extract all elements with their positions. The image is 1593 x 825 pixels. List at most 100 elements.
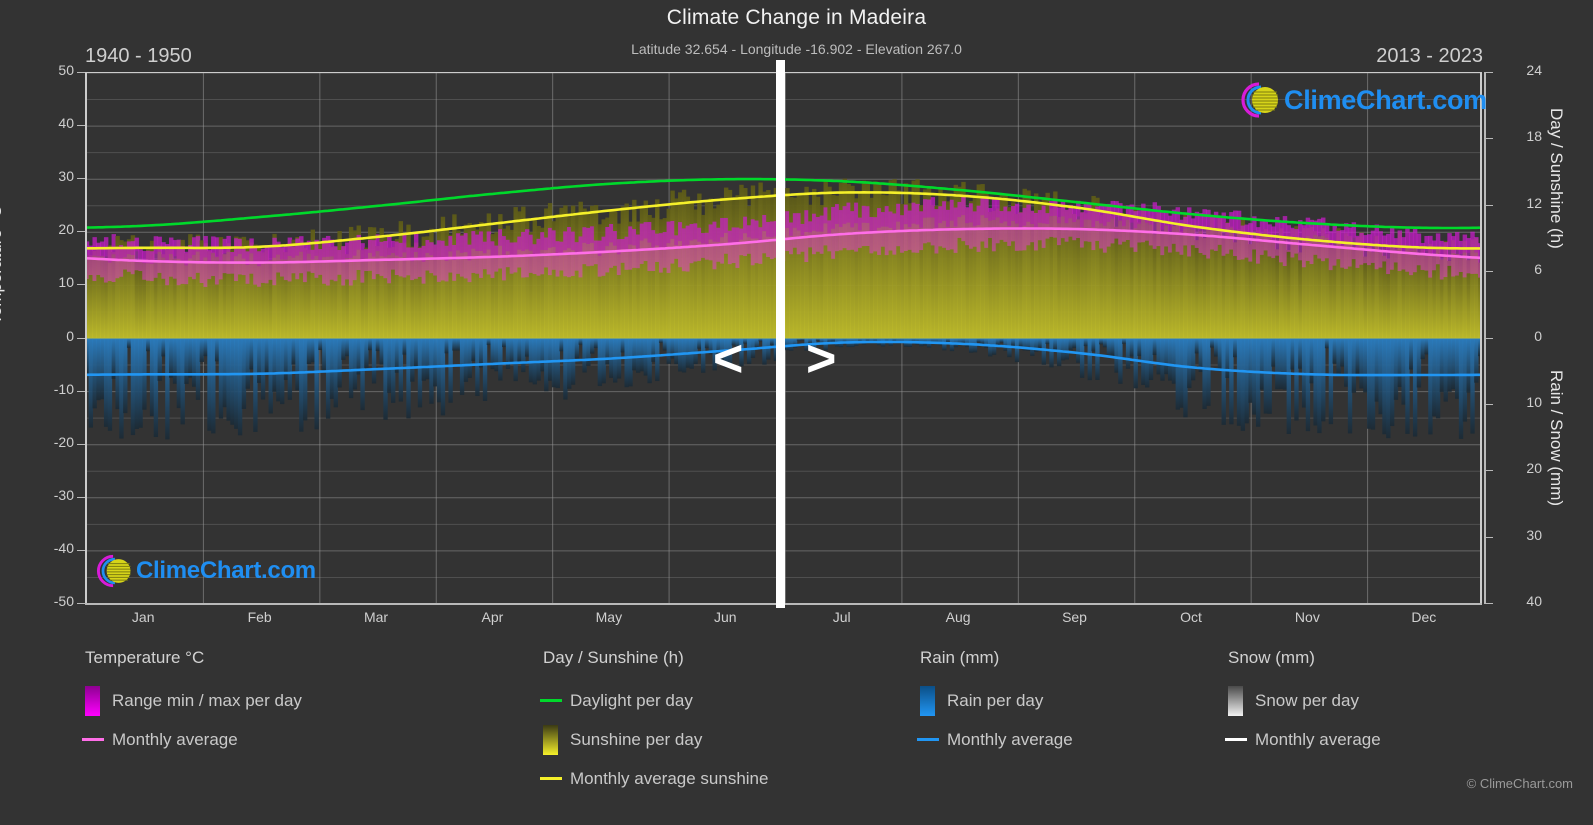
temperature-range-daily-bar-upper — [854, 202, 859, 224]
temperature-range-daily-bar-upper — [999, 211, 1004, 224]
legend-item[interactable]: Monthly average — [916, 720, 1073, 759]
line-swatch — [916, 738, 939, 741]
sunshine-daily-bar — [1386, 258, 1391, 339]
sunshine-daily-bar — [1137, 222, 1142, 339]
rain-daily-bar — [299, 338, 304, 432]
temperature-range-daily-bar-upper — [838, 210, 844, 228]
rain-daily-bar — [1068, 338, 1073, 350]
sunshine-daily-bar — [643, 200, 648, 339]
next-period-button[interactable]: > — [806, 330, 837, 388]
sunshine-daily-bar — [1328, 247, 1334, 339]
temperature-range-daily-bar — [115, 246, 120, 279]
rain-daily-bar — [463, 338, 469, 382]
climechart-logo-top[interactable]: ClimeChart.com — [1236, 80, 1487, 120]
temperature-range-daily-bar-upper — [1229, 212, 1234, 228]
temperature-range-daily-bar — [658, 233, 664, 273]
temperature-range-daily-bar — [1386, 233, 1391, 275]
temperature-range-daily-bar — [731, 227, 737, 264]
temperature-range-daily-bar-upper — [169, 237, 174, 255]
left-axis-tick: -40 — [53, 539, 74, 556]
temperature-range-daily-bar — [360, 243, 365, 283]
sunshine-daily-bar — [540, 227, 545, 339]
legend-item[interactable]: Monthly average sunshine — [539, 759, 768, 798]
legend-item[interactable]: Range min / max per day — [85, 681, 302, 720]
legend-item[interactable]: Rain per day — [920, 681, 1073, 720]
rain-daily-bar — [1447, 338, 1452, 392]
temperature-range-daily-bar-upper — [1401, 237, 1406, 251]
temperature-range-daily-bar — [126, 241, 132, 272]
temperature-range-daily-bar-upper — [1099, 205, 1104, 224]
temperature-range-daily-bar-upper — [521, 231, 526, 252]
temperature-range-daily-bar-upper — [831, 206, 836, 229]
sunshine-daily-bar — [727, 189, 733, 339]
legend-item[interactable]: Monthly average — [81, 720, 302, 759]
temperature-range-daily-bar-upper — [230, 252, 235, 262]
temperature-range-daily-bar — [1455, 232, 1460, 276]
legend-item[interactable]: Daylight per day — [539, 681, 768, 720]
legend-item[interactable]: Sunshine per day — [543, 720, 768, 759]
rain-daily-bar — [945, 338, 951, 342]
sunshine-daily-bar — [1194, 240, 1200, 339]
temperature-range-daily-bar-upper — [754, 220, 759, 239]
sunshine-daily-bar — [1129, 229, 1135, 339]
sunshine-daily-bar — [800, 193, 805, 339]
rain-daily-bar — [1466, 338, 1471, 393]
x-axis-tick: Nov — [1294, 609, 1320, 625]
sunshine-daily-bar — [207, 251, 212, 339]
sunshine-daily-bar — [115, 235, 120, 339]
temperature-range-daily-bar-upper — [586, 227, 591, 244]
temperature-range-daily-bar — [915, 203, 920, 253]
temperature-range-daily-bar — [169, 237, 174, 277]
sunshine-daily-bar — [1340, 245, 1345, 339]
rain-daily-bar — [245, 338, 250, 389]
sunshine-daily-bar — [1072, 214, 1077, 339]
temperature-range-daily-bar — [253, 247, 258, 285]
sunshine-daily-bar — [184, 253, 189, 339]
temperature-range-daily-bar-upper — [218, 249, 224, 262]
sunshine-daily-bar — [1416, 252, 1422, 339]
rain-daily-bar — [1206, 338, 1211, 406]
rain-daily-bar — [383, 338, 388, 420]
legend-item[interactable]: Monthly average — [1224, 720, 1381, 759]
sunshine-daily-bar — [655, 199, 660, 339]
temperature-range-daily-bar-upper — [685, 225, 691, 245]
rain-daily-bar — [1420, 338, 1425, 360]
temperature-range-daily-bar — [195, 236, 201, 273]
temperature-range-daily-bar-upper — [670, 220, 675, 239]
temperature-range-daily-bar-upper — [1221, 212, 1226, 231]
rain-daily-bar — [1328, 338, 1334, 425]
right-axis-tick: 30 — [1526, 526, 1542, 543]
temperature-range-daily-bar-upper — [1152, 202, 1158, 222]
legend-item-label: Snow per day — [1255, 690, 1359, 710]
sunshine-daily-bar — [884, 195, 890, 339]
temperature-range-daily-bar-upper — [926, 199, 932, 218]
previous-period-button[interactable]: < — [713, 330, 744, 388]
rain-daily-bar — [302, 338, 308, 421]
climechart-logo-bottom[interactable]: ClimeChart.com — [92, 552, 316, 590]
sunshine-daily-bar — [100, 255, 105, 339]
temperature-range-daily-bar — [590, 226, 595, 266]
rain-daily-bar — [310, 338, 315, 363]
rain-daily-bar — [999, 338, 1004, 343]
temperature-range-daily-bar — [211, 236, 216, 277]
legend-item[interactable]: Snow per day — [1228, 681, 1381, 720]
legend-group: Snow (mm) Snow per day Monthly average — [1224, 648, 1381, 759]
right-axis-spine — [1484, 72, 1486, 603]
temperature-range-daily-bar — [957, 201, 962, 238]
temperature-range-daily-bar — [1405, 227, 1410, 272]
left-axis-tickmark — [77, 443, 85, 445]
rain-daily-bar — [1095, 338, 1100, 380]
temperature-range-daily-bar — [547, 227, 553, 276]
rain-daily-bar — [1477, 338, 1480, 357]
sunshine-daily-bar — [1217, 217, 1223, 339]
temperature-range-daily-bar — [1378, 231, 1383, 268]
temperature-range-daily-bar — [299, 236, 304, 274]
sunshine-daily-bar — [590, 205, 595, 339]
rain-daily-bar — [727, 338, 733, 366]
temperature-range-daily-bar-upper — [524, 229, 530, 250]
temperature-range-daily-bar — [1466, 238, 1471, 274]
sunshine-daily-bar — [463, 224, 469, 339]
temperature-range-daily-bar — [1045, 213, 1050, 239]
rain-daily-bar — [930, 338, 936, 344]
temperature-range-daily-bar-upper — [260, 248, 266, 264]
